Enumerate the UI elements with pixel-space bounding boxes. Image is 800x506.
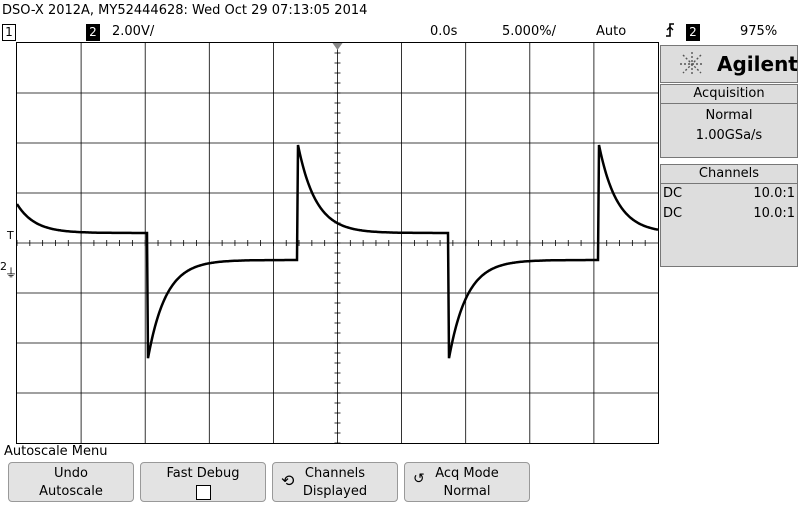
- softkey-1-line2: Autoscale: [39, 484, 103, 499]
- softkey-3-line2: Displayed: [302, 484, 368, 499]
- trigger-mode: Auto: [596, 24, 627, 39]
- acquisition-panel: Acquisition Normal 1.00GSa/s: [660, 84, 798, 158]
- channel-1-button[interactable]: 1: [2, 24, 16, 41]
- brand-logo: Agilent: [660, 45, 798, 83]
- acquisition-title: Acquisition: [661, 85, 797, 104]
- softkey-4-line2: Normal: [443, 484, 491, 499]
- channels-panel: Channels DC 10.0:1 DC 10.0:1: [660, 164, 798, 267]
- channel-1-coupling: DC: [663, 186, 683, 201]
- instrument-title: DSO-X 2012A, MY52444628: Wed Oct 29 07:1…: [2, 3, 368, 18]
- menu-title: Autoscale Menu: [4, 444, 108, 459]
- acq-mode-softkey[interactable]: ↺ Acq Mode Normal: [404, 462, 530, 502]
- rotate-knob-icon: ↺: [413, 471, 425, 487]
- rising-edge-icon: [664, 22, 676, 45]
- channels-title: Channels: [661, 165, 797, 184]
- acquisition-mode: Normal: [705, 108, 753, 123]
- softkey-3-line1: Channels: [304, 466, 366, 481]
- channel-2-info: DC 10.0:1: [661, 204, 797, 224]
- time-offset: 0.0s: [430, 24, 458, 39]
- fast-debug-softkey[interactable]: Fast Debug: [140, 462, 266, 502]
- softkey-2-line1: Fast Debug: [166, 466, 240, 481]
- title-bar: DSO-X 2012A, MY52444628: Wed Oct 29 07:1…: [0, 0, 800, 22]
- channel-2-probe: 10.0:1: [753, 206, 795, 221]
- graticule: [17, 43, 658, 443]
- agilent-spark-icon: [680, 52, 704, 76]
- channel-1-info: DC 10.0:1: [661, 184, 797, 204]
- channel-1-probe: 10.0:1: [753, 186, 795, 201]
- softkey-4-line1: Acq Mode: [435, 466, 499, 481]
- trigger-marker: T: [7, 229, 14, 242]
- channel-2-coupling: DC: [663, 206, 683, 221]
- brand-name: Agilent: [717, 52, 798, 76]
- checkbox-icon[interactable]: [141, 483, 265, 506]
- trigger-source-badge: 2: [686, 24, 700, 41]
- undo-autoscale-softkey[interactable]: Undo Autoscale: [8, 462, 134, 502]
- rotate-knob-icon: ⟲: [281, 471, 295, 490]
- trigger-level: 975%: [740, 24, 778, 39]
- channel-2-scale: 2.00V/: [112, 24, 155, 39]
- time-scale: 5.000%/: [502, 24, 556, 39]
- channel-2-waveform: [17, 144, 658, 359]
- channels-displayed-softkey[interactable]: ⟲ Channels Displayed: [272, 462, 398, 502]
- sample-rate: 1.00GSa/s: [695, 128, 763, 143]
- softkey-1-line1: Undo: [54, 466, 88, 481]
- waveform-display[interactable]: [16, 42, 659, 444]
- channel-2-ground-marker: 2: [0, 260, 7, 273]
- trigger-position-marker: [332, 43, 343, 50]
- ground-icon: ⏚: [5, 266, 18, 280]
- channel-2-button[interactable]: 2: [86, 24, 100, 41]
